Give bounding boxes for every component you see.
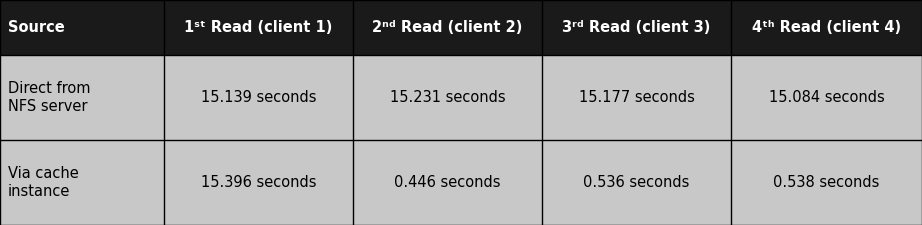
- Text: 15.177 seconds: 15.177 seconds: [579, 90, 694, 105]
- Text: 4ᵗʰ Read (client 4): 4ᵗʰ Read (client 4): [752, 20, 901, 35]
- Bar: [731, 140, 922, 225]
- Text: Via cache
instance: Via cache instance: [8, 166, 78, 199]
- Text: 15.084 seconds: 15.084 seconds: [769, 90, 884, 105]
- Text: 15.231 seconds: 15.231 seconds: [390, 90, 505, 105]
- Bar: [0, 55, 164, 140]
- Bar: [353, 140, 542, 225]
- Text: Source: Source: [8, 20, 65, 35]
- Text: Direct from
NFS server: Direct from NFS server: [8, 81, 90, 114]
- Text: 0.536 seconds: 0.536 seconds: [584, 175, 690, 190]
- Bar: [164, 140, 353, 225]
- Bar: [542, 0, 731, 55]
- Bar: [353, 55, 542, 140]
- Text: 3ʳᵈ Read (client 3): 3ʳᵈ Read (client 3): [562, 20, 711, 35]
- Bar: [164, 55, 353, 140]
- Bar: [0, 140, 164, 225]
- Text: 15.139 seconds: 15.139 seconds: [201, 90, 316, 105]
- Text: 0.538 seconds: 0.538 seconds: [774, 175, 880, 190]
- Text: 1ˢᵗ Read (client 1): 1ˢᵗ Read (client 1): [184, 20, 333, 35]
- Bar: [0, 0, 164, 55]
- Bar: [731, 0, 922, 55]
- Bar: [731, 55, 922, 140]
- Text: 15.396 seconds: 15.396 seconds: [201, 175, 316, 190]
- Bar: [353, 0, 542, 55]
- Bar: [542, 140, 731, 225]
- Text: 2ⁿᵈ Read (client 2): 2ⁿᵈ Read (client 2): [372, 20, 523, 35]
- Text: 0.446 seconds: 0.446 seconds: [395, 175, 501, 190]
- Bar: [164, 0, 353, 55]
- Bar: [542, 55, 731, 140]
